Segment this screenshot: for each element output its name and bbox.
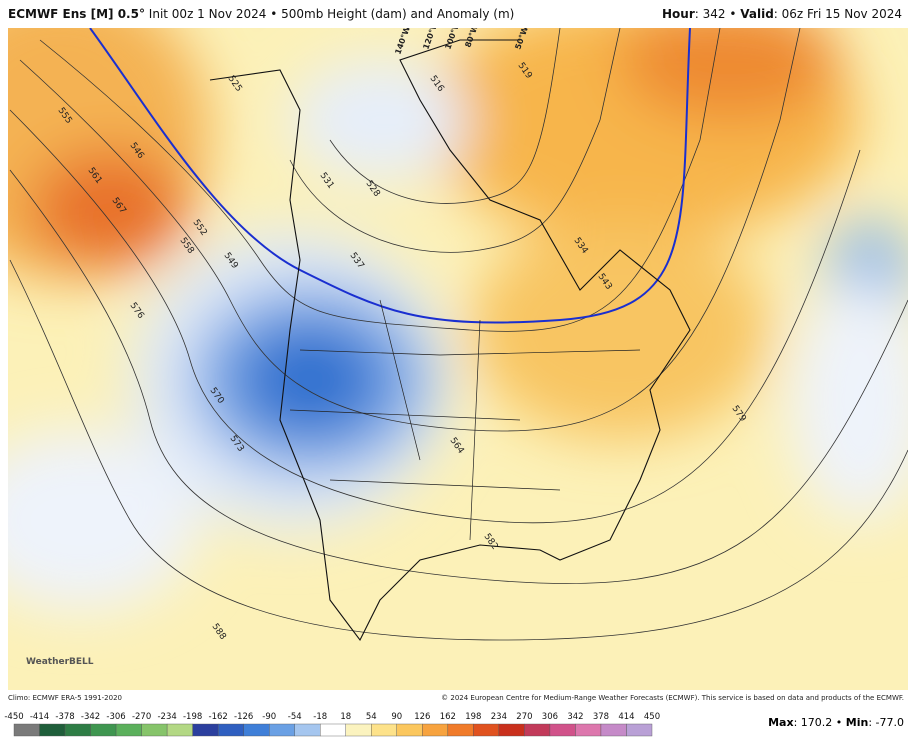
header: ECMWF Ens [M] 0.5° Init 00z 1 Nov 2024 •… xyxy=(0,0,914,28)
colorbar-segment xyxy=(626,723,653,737)
borders xyxy=(289,299,641,541)
colorbar-tick-label: 54 xyxy=(366,712,377,722)
height-contours xyxy=(9,28,908,641)
colorbar-tick-label: 378 xyxy=(593,712,609,722)
colorbar-segment xyxy=(115,723,142,737)
colorbar-segment xyxy=(549,723,576,737)
colorbar-segment xyxy=(422,723,449,737)
valid: : 06z Fri 15 Nov 2024 xyxy=(773,7,902,21)
colorbar-tick-label: -234 xyxy=(157,712,176,722)
valid-label: Valid xyxy=(740,7,774,21)
colorbar-segment xyxy=(166,723,193,737)
colorbar-segment xyxy=(447,723,474,737)
max-label: Max xyxy=(768,716,793,729)
colorbar-tick-label: 18 xyxy=(340,712,351,722)
colorbar-tick-label: 306 xyxy=(542,712,558,722)
colorbar-tick-label: 414 xyxy=(618,712,634,722)
anomaly-shading xyxy=(8,28,908,610)
colorbar-segment xyxy=(345,723,372,737)
colorbar-segment xyxy=(575,723,602,737)
colorbar-segment xyxy=(600,723,627,737)
colorbar-segment xyxy=(141,723,168,737)
colorbar-tick-label: -306 xyxy=(106,712,125,722)
colorbar-tick-label: -162 xyxy=(209,712,228,722)
header-left: ECMWF Ens [M] 0.5° Init 00z 1 Nov 2024 •… xyxy=(8,0,514,28)
colorbar-tick-label: -414 xyxy=(30,712,49,722)
colorbar-segment xyxy=(269,723,295,737)
min: : -77.0 xyxy=(868,716,904,729)
colorbar-segment xyxy=(217,723,244,737)
colorbar-tick-label: -270 xyxy=(132,712,151,722)
max: : 170.2 • xyxy=(794,716,843,729)
colorbar-tick-label: -378 xyxy=(55,712,74,722)
colorbar-segment xyxy=(13,723,40,737)
colorbar-tick-label: 450 xyxy=(644,712,660,722)
colorbar-tick-label: 270 xyxy=(516,712,532,722)
colorbar-tick-label: -126 xyxy=(234,712,253,722)
colorbar-tick-label: 198 xyxy=(465,712,481,722)
copyright: © 2024 European Centre for Medium-Range … xyxy=(441,694,904,702)
colorbar-segment xyxy=(498,723,525,737)
colorbar-segment xyxy=(243,723,270,737)
colorbar-tick-label: -90 xyxy=(262,712,276,722)
colorbar-tick-label: -54 xyxy=(288,712,302,722)
colorbar-segment xyxy=(39,723,66,737)
colorbar-segment xyxy=(64,723,91,737)
header-right: Hour: 342 • Valid: 06z Fri 15 Nov 2024 xyxy=(662,0,902,28)
max-min: Max: 170.2 • Min: -77.0 xyxy=(768,716,904,729)
colorbar-segment xyxy=(396,723,423,737)
model: ECMWF Ens [M] 0.5° xyxy=(8,7,145,21)
colorbar-tick-label: 342 xyxy=(567,712,583,722)
colorbar: -450 -414 -378 -342 -306 -270 -234 -198 -162 -126… xyxy=(4,712,660,737)
colorbar-tick-label: -18 xyxy=(313,712,327,722)
colorbar-tick-label: -450 xyxy=(4,712,23,722)
colorbar-tick-label: -342 xyxy=(81,712,100,722)
min-label: Min xyxy=(846,716,869,729)
colorbar-segment xyxy=(294,723,321,737)
colorbar-tick-label: 162 xyxy=(440,712,456,722)
colorbar-tick-label: -198 xyxy=(183,712,202,722)
hour: : 342 • xyxy=(694,7,737,21)
colorbar-segment xyxy=(320,723,346,737)
colorbar-segment xyxy=(371,723,397,737)
colorbar-segment xyxy=(524,723,551,737)
colorbar-segment xyxy=(192,723,219,737)
logo: WeatherBELL xyxy=(26,657,94,667)
climo: Climo: ECMWF ERA-5 1991-2020 xyxy=(8,694,122,702)
540-contour xyxy=(89,28,691,324)
colorbar-tick-label: 90 xyxy=(391,712,402,722)
coastline xyxy=(209,39,691,642)
colorbar-tick-label: 234 xyxy=(491,712,507,722)
colorbar-tick-label: 126 xyxy=(414,712,430,722)
info: Init 00z 1 Nov 2024 • 500mb Height (dam)… xyxy=(148,7,515,21)
hour-label: Hour xyxy=(662,7,695,21)
colorbar-segment xyxy=(473,723,500,737)
colorbar-segment xyxy=(90,723,117,737)
